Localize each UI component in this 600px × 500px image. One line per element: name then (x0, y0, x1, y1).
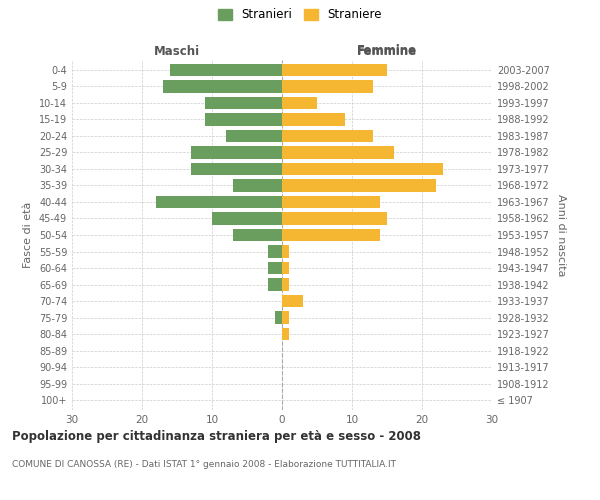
Bar (282, 262, 289, 274)
Text: Femmine: Femmine (357, 44, 417, 58)
Bar (170, 64, 282, 76)
Bar (282, 96, 317, 109)
Bar (163, 80, 282, 92)
Bar (282, 295, 303, 307)
Bar (226, 130, 282, 142)
Bar (282, 196, 380, 208)
Bar (268, 262, 282, 274)
Bar (282, 312, 289, 324)
Bar (156, 196, 282, 208)
Bar (233, 180, 282, 192)
Y-axis label: Anni di nascita: Anni di nascita (556, 194, 566, 276)
Bar (205, 96, 282, 109)
Bar (282, 246, 289, 258)
Bar (268, 278, 282, 290)
Bar (282, 328, 289, 340)
Bar (282, 130, 373, 142)
Bar (191, 146, 282, 158)
Text: Maschi: Maschi (154, 44, 200, 58)
Text: Popolazione per cittadinanza straniera per età e sesso - 2008: Popolazione per cittadinanza straniera p… (12, 430, 421, 443)
Bar (268, 246, 282, 258)
Bar (282, 180, 436, 192)
Bar (282, 80, 373, 92)
Bar (282, 113, 345, 126)
Bar (282, 278, 289, 290)
Legend: Stranieri, Straniere: Stranieri, Straniere (218, 8, 382, 22)
Text: COMUNE DI CANOSSA (RE) - Dati ISTAT 1° gennaio 2008 - Elaborazione TUTTITALIA.IT: COMUNE DI CANOSSA (RE) - Dati ISTAT 1° g… (12, 460, 396, 469)
Y-axis label: Fasce di età: Fasce di età (23, 202, 33, 268)
Bar (233, 229, 282, 241)
Bar (282, 64, 387, 76)
Bar (205, 113, 282, 126)
Bar (282, 212, 387, 224)
Bar (275, 312, 282, 324)
Bar (282, 163, 443, 175)
Text: Femmine: Femmine (357, 44, 417, 57)
Bar (282, 146, 394, 158)
Bar (191, 163, 282, 175)
Bar (212, 212, 282, 224)
Bar (282, 229, 380, 241)
